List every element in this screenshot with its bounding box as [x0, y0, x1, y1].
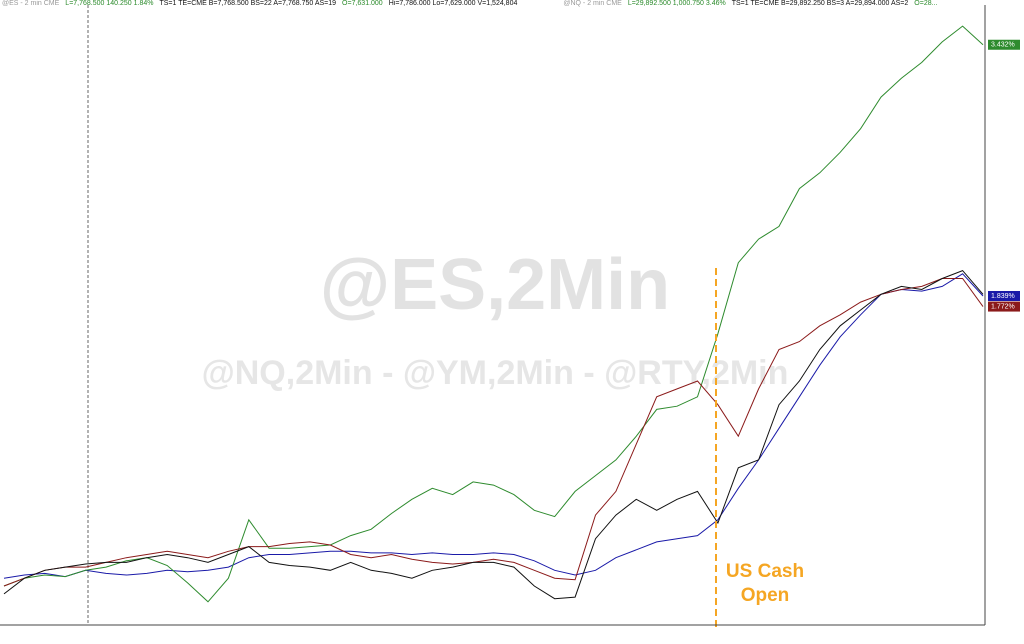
header-field: L=29,892.500 1,000.750 3.46% [627, 0, 726, 7]
header-field: TS=1 TE=CME B=29,892.250 BS=3 A=29,894.0… [731, 0, 909, 7]
header-left: @ES - 2 min CME L=7,768.500 140.250 1.84%… [2, 0, 523, 7]
series-line [3, 25, 984, 603]
header-field: @NQ - 2 min CME [563, 0, 622, 7]
last-value-label: 3.432% [991, 42, 1015, 49]
annotation-box: US Cash Open [725, 561, 805, 606]
header-field: TS=1 TE=CME B=7,768.500 BS=22 A=7,768.75… [159, 0, 337, 7]
watermark-sub: @NQ,2Min - @YM,2Min - @RTY,2Min [202, 354, 789, 392]
series-line [3, 273, 984, 579]
annotation: US Cash Open [725, 561, 805, 606]
header-right: @NQ - 2 min CME L=29,892.500 1,000.750 3.… [563, 0, 943, 7]
series-line [3, 270, 984, 600]
header: @ES - 2 min CME L=7,768.500 140.250 1.84%… [2, 0, 1022, 7]
header-field: O=7,631.000 [342, 0, 383, 7]
last-value-box [988, 301, 1020, 312]
watermark-main: @ES,2Min [320, 245, 670, 325]
last-value-label: 1.839% [991, 293, 1015, 300]
header-field: @ES - 2 min CME [2, 0, 60, 7]
last-value-box [988, 39, 1020, 50]
header-field: Hi=7,786.000 Lo=7,629.000 V=1,524,804 [388, 0, 518, 7]
last-value-label: 1.772% [991, 303, 1015, 310]
header-field: L=7,768.500 140.250 1.84% [65, 0, 154, 7]
last-value-box [988, 290, 1020, 301]
header-field: O=28... [914, 0, 938, 7]
series-line [3, 278, 984, 587]
